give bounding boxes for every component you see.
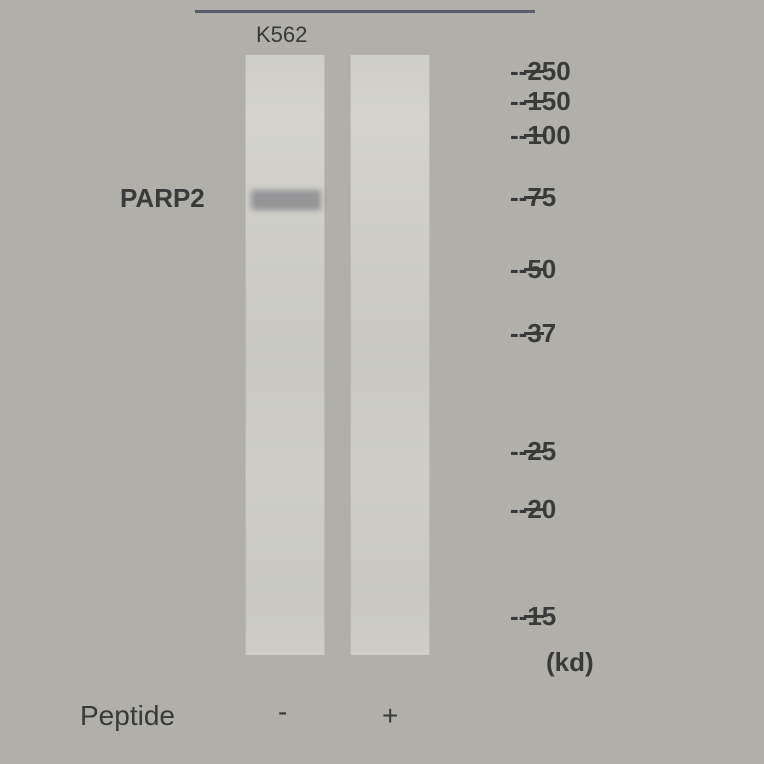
marker-label: --25 <box>510 436 556 467</box>
marker-label: --15 <box>510 601 556 632</box>
condition-label: - <box>278 696 287 728</box>
sample-label: K562 <box>256 22 307 48</box>
marker-label: --20 <box>510 494 556 525</box>
marker-label: --50 <box>510 254 556 285</box>
marker-label: --100 <box>510 120 571 151</box>
top-bar <box>195 10 535 13</box>
marker-label: --75 <box>510 182 556 213</box>
blot-lane-1 <box>245 55 325 655</box>
blot-lane-2 <box>350 55 430 655</box>
marker-label: --150 <box>510 86 571 117</box>
protein-label: PARP2 <box>120 183 205 214</box>
marker-label: --250 <box>510 56 571 87</box>
condition-label: + <box>382 700 398 732</box>
peptide-label: Peptide <box>80 700 175 732</box>
protein-band <box>251 190 321 210</box>
kd-label: (kd) <box>546 647 594 678</box>
marker-label: --37 <box>510 318 556 349</box>
